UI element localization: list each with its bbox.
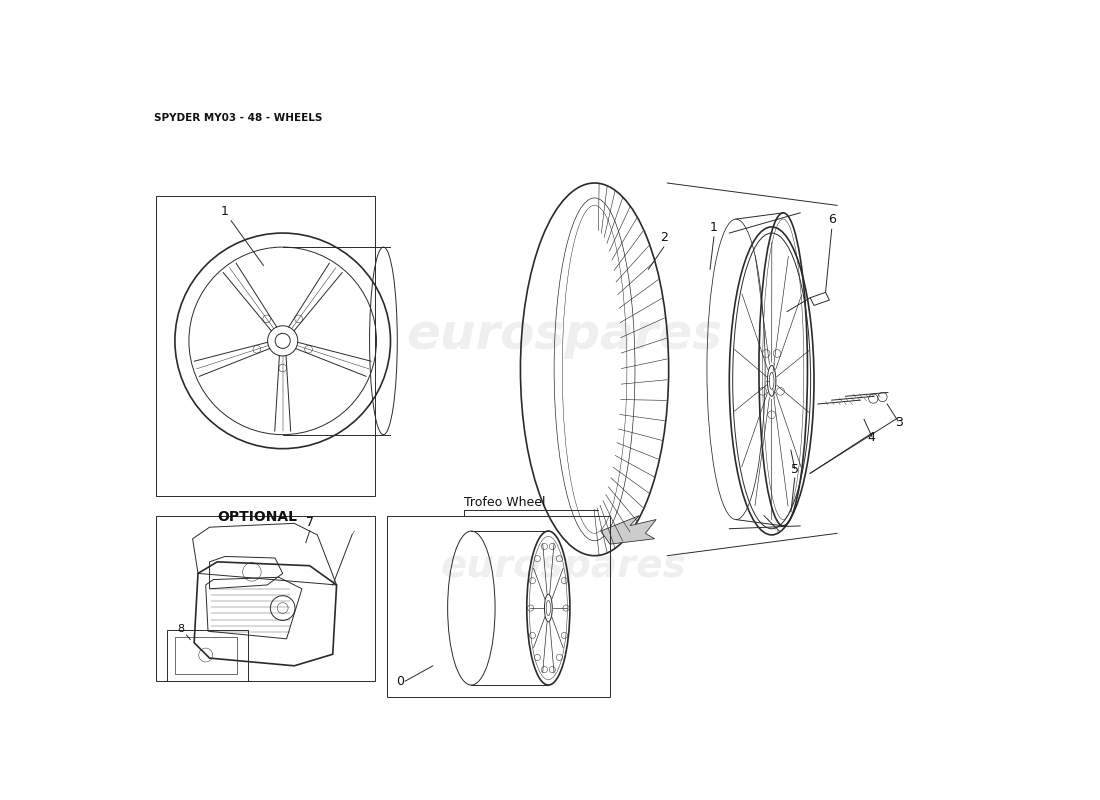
Text: 4: 4	[868, 431, 876, 444]
Text: 3: 3	[894, 415, 903, 429]
Bar	[387, 516, 609, 697]
Text: 0: 0	[396, 675, 404, 688]
Bar	[175, 637, 236, 674]
Text: 8: 8	[177, 624, 185, 634]
Text: 1: 1	[221, 206, 229, 218]
Text: 7: 7	[306, 516, 313, 529]
Text: 6: 6	[828, 213, 836, 226]
Text: 2: 2	[660, 230, 668, 244]
Bar	[156, 516, 375, 682]
Text: 5: 5	[791, 463, 799, 476]
Text: eurospares: eurospares	[441, 546, 686, 585]
Polygon shape	[601, 516, 656, 544]
Text: OPTIONAL: OPTIONAL	[218, 510, 298, 524]
Text: 1: 1	[710, 221, 718, 234]
Text: SPYDER MY03 - 48 - WHEELS: SPYDER MY03 - 48 - WHEELS	[154, 113, 322, 123]
Text: eurospares: eurospares	[406, 310, 722, 358]
Bar	[156, 196, 375, 496]
Bar	[167, 630, 249, 682]
Text: Trofeo Wheel: Trofeo Wheel	[464, 496, 546, 509]
